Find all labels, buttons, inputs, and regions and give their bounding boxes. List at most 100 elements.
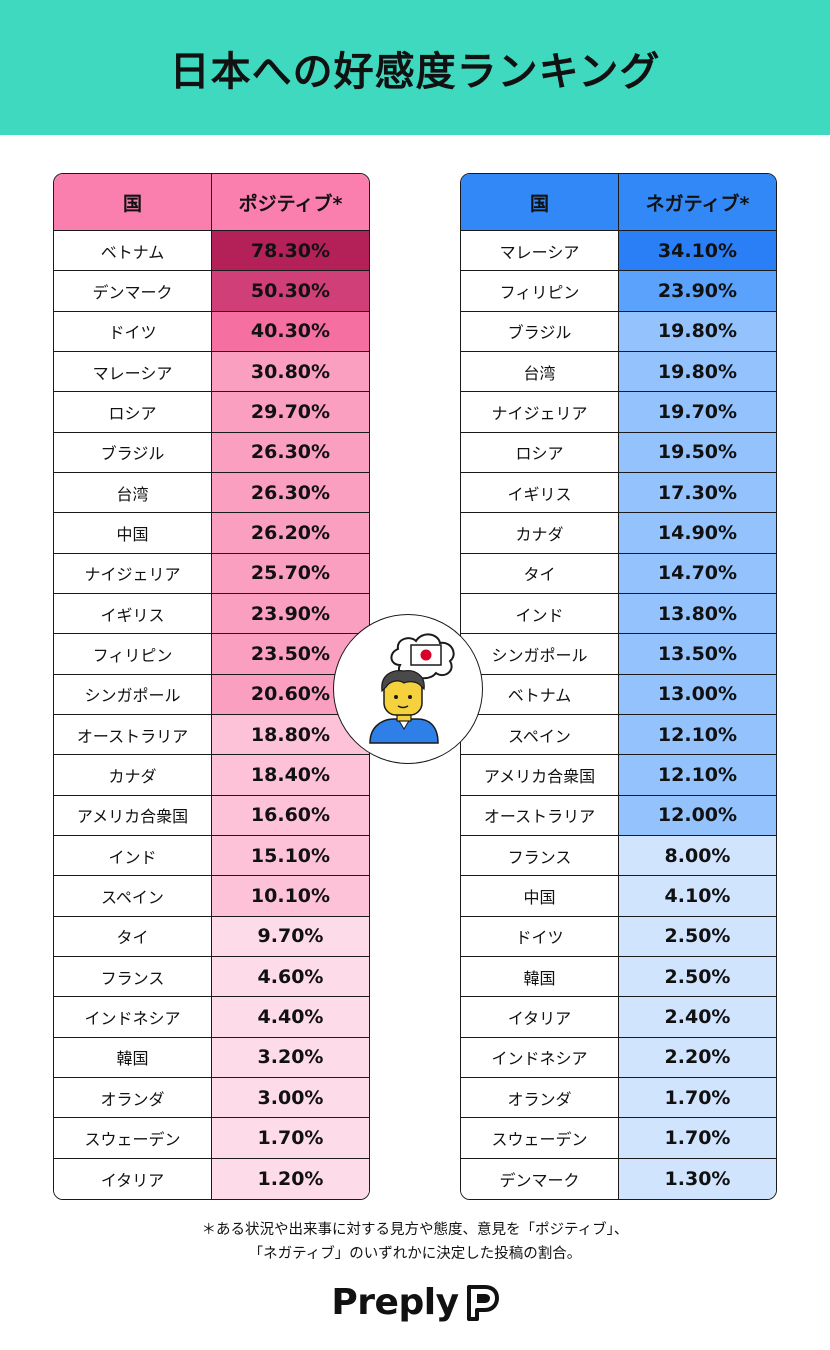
positive-value-cell: 4.40% — [212, 997, 369, 1037]
negative-table-row: 韓国 2.50% — [461, 956, 776, 998]
negative-table-row: ドイツ 2.50% — [461, 916, 776, 957]
negative-table-header: 国 ネガティブ* — [461, 174, 776, 231]
negative-country-cell: ベトナム — [461, 674, 619, 714]
negative-country-cell: ブラジル — [461, 311, 619, 351]
positive-country-cell: ブラジル — [54, 432, 212, 472]
positive-table: 国 ポジティブ* ベトナム 78.30% デンマーク 50.30% ドイツ 40.30% マ… — [53, 173, 370, 1200]
positive-value-cell: 50.30% — [212, 271, 369, 311]
negative-table-row: イギリス 17.30% — [461, 472, 776, 514]
positive-country-cell: イギリス — [54, 593, 212, 634]
negative-table-row: 台湾 19.80% — [461, 351, 776, 393]
negative-value-cell: 1.70% — [619, 1118, 776, 1158]
positive-country-cell: 韓国 — [54, 1037, 212, 1077]
positive-table-row: マレーシア 30.80% — [54, 351, 369, 393]
negative-table-row: スウェーデン 1.70% — [461, 1118, 776, 1159]
footnote-line-1: ＊ある状況や出来事に対する見方や態度、意見を「ポジティブ」、 — [201, 1222, 629, 1238]
positive-value-cell: 30.80% — [212, 351, 369, 392]
positive-value-cell: 26.30% — [212, 472, 369, 513]
person-thinking-japan-flag-icon — [369, 633, 455, 744]
negative-value-cell: 19.70% — [619, 392, 776, 432]
positive-table-header: 国 ポジティブ* — [54, 174, 369, 231]
positive-value-cell: 4.60% — [212, 956, 369, 997]
negative-country-cell: スペイン — [461, 714, 619, 755]
negative-country-cell: インドネシア — [461, 1037, 619, 1077]
negative-value-cell: 12.10% — [619, 714, 776, 755]
positive-country-cell: フランス — [54, 956, 212, 997]
negative-country-cell: ドイツ — [461, 916, 619, 956]
negative-table: 国 ネガティブ* マレーシア 34.10% フィリピン 23.90% ブラジル 19.80… — [460, 173, 777, 1200]
positive-value-cell: 3.20% — [212, 1037, 369, 1077]
preply-logo[interactable]: Preply — [0, 1282, 830, 1323]
positive-country-cell: シンガポール — [54, 674, 212, 714]
positive-table-row: オーストラリア 18.80% — [54, 714, 369, 756]
positive-country-cell: イタリア — [54, 1158, 212, 1199]
negative-table-body: マレーシア 34.10% フィリピン 23.90% ブラジル 19.80% 台湾 19.80%… — [461, 231, 776, 1199]
positive-value-cell: 1.70% — [212, 1118, 369, 1158]
positive-country-cell: ベトナム — [54, 231, 212, 271]
negative-value-cell: 19.80% — [619, 351, 776, 392]
negative-table-row: ナイジェリア 19.70% — [461, 392, 776, 433]
positive-table-row: カナダ 18.40% — [54, 755, 369, 796]
negative-table-row: マレーシア 34.10% — [461, 231, 776, 272]
negative-country-cell: カナダ — [461, 513, 619, 553]
positive-table-row: 中国 26.20% — [54, 513, 369, 554]
negative-country-cell: 台湾 — [461, 351, 619, 392]
negative-table-row: オランダ 1.70% — [461, 1077, 776, 1119]
negative-country-cell: タイ — [461, 553, 619, 593]
negative-table-row: ベトナム 13.00% — [461, 674, 776, 715]
negative-table-row: フィリピン 23.90% — [461, 271, 776, 312]
page-title: 日本への好感度ランキング — [169, 48, 661, 95]
positive-country-cell: カナダ — [54, 755, 212, 795]
negative-value-cell: 19.50% — [619, 432, 776, 472]
negative-country-cell: デンマーク — [461, 1158, 619, 1199]
negative-header-value: ネガティブ* — [645, 192, 750, 215]
negative-country-cell: イタリア — [461, 997, 619, 1037]
negative-value-cell: 1.70% — [619, 1077, 776, 1118]
positive-table-row: 韓国 3.20% — [54, 1037, 369, 1078]
negative-country-cell: オーストラリア — [461, 795, 619, 835]
negative-country-cell: アメリカ合衆国 — [461, 755, 619, 795]
positive-table-row: フィリピン 23.50% — [54, 634, 369, 675]
header-banner: 日本への好感度ランキング — [0, 0, 830, 135]
positive-country-cell: 台湾 — [54, 472, 212, 513]
positive-country-cell: オーストラリア — [54, 714, 212, 755]
negative-value-cell: 23.90% — [619, 271, 776, 311]
positive-country-cell: インド — [54, 835, 212, 876]
positive-table-row: インド 15.10% — [54, 835, 369, 877]
negative-table-row: 中国 4.10% — [461, 876, 776, 917]
negative-table-row: フランス 8.00% — [461, 835, 776, 877]
thinking-person-badge — [333, 614, 483, 764]
positive-country-cell: インドネシア — [54, 997, 212, 1037]
positive-value-cell: 26.30% — [212, 432, 369, 472]
positive-value-cell: 23.90% — [212, 593, 369, 634]
positive-value-cell: 3.00% — [212, 1077, 369, 1118]
positive-value-cell: 10.10% — [212, 876, 369, 916]
negative-value-cell: 17.30% — [619, 472, 776, 513]
positive-value-cell: 16.60% — [212, 795, 369, 835]
negative-country-cell: マレーシア — [461, 231, 619, 271]
positive-country-cell: オランダ — [54, 1077, 212, 1118]
positive-table-row: 台湾 26.30% — [54, 472, 369, 514]
negative-value-cell: 14.90% — [619, 513, 776, 553]
positive-value-cell: 1.20% — [212, 1158, 369, 1199]
positive-table-row: イタリア 1.20% — [54, 1158, 369, 1199]
preply-mark-icon — [466, 1284, 499, 1321]
negative-value-cell: 12.10% — [619, 755, 776, 795]
negative-table-row: インドネシア 2.20% — [461, 1037, 776, 1078]
negative-table-row: インド 13.80% — [461, 593, 776, 635]
positive-country-cell: ロシア — [54, 392, 212, 432]
positive-table-row: スウェーデン 1.70% — [54, 1118, 369, 1159]
negative-table-row: シンガポール 13.50% — [461, 634, 776, 675]
negative-table-row: タイ 14.70% — [461, 553, 776, 594]
negative-country-cell: フィリピン — [461, 271, 619, 311]
footnote: ＊ある状況や出来事に対する見方や態度、意見を「ポジティブ」、 「ネガティブ」のい… — [0, 1218, 830, 1266]
positive-country-cell: スウェーデン — [54, 1118, 212, 1158]
negative-country-cell: 中国 — [461, 876, 619, 916]
negative-value-cell: 19.80% — [619, 311, 776, 351]
negative-table-row: アメリカ合衆国 12.10% — [461, 755, 776, 796]
negative-value-cell: 8.00% — [619, 835, 776, 876]
positive-country-cell: デンマーク — [54, 271, 212, 311]
negative-table-row: イタリア 2.40% — [461, 997, 776, 1038]
positive-table-row: オランダ 3.00% — [54, 1077, 369, 1119]
positive-country-cell: マレーシア — [54, 351, 212, 392]
